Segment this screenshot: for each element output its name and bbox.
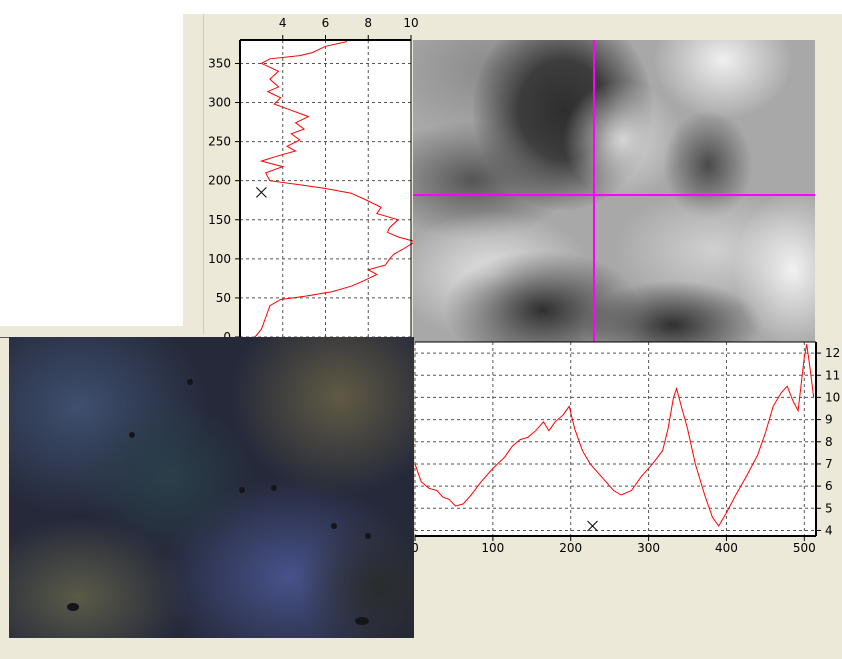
horizontal-profile-tick-label-y: 5 <box>825 501 833 515</box>
vertical-profile-tick-label-y: 350 <box>208 56 231 70</box>
horizontal-profile-tick-label-x: 0 <box>411 541 419 555</box>
horizontal-profile-chart: 0 100 200 300 400 500 4 5 6 7 8 9 10 11 12 <box>411 341 840 555</box>
horizontal-profile-tick-label-y: 6 <box>825 479 833 493</box>
horizontal-profile-tick-label-x: 100 <box>481 541 504 555</box>
vertical-profile-tick-label-y: 300 <box>208 96 231 110</box>
horizontal-profile-tick-label-x: 300 <box>637 541 660 555</box>
vertical-profile-chart: 46810050100150200250300350 <box>208 16 419 344</box>
crosshair-vertical <box>593 40 595 342</box>
horizontal-profile-tick-label-y: 4 <box>825 523 833 537</box>
vertical-profile-line <box>254 41 417 338</box>
sample-photo[interactable] <box>9 337 414 638</box>
horizontal-profile-line <box>414 344 815 527</box>
horizontal-profile-tick-label-y: 9 <box>825 413 833 427</box>
horizontal-profile-marker-stroke-2 <box>587 520 598 532</box>
horizontal-profile-tick-label-y: 12 <box>825 346 840 360</box>
vertical-profile-tick-label-y: 150 <box>208 213 231 227</box>
horizontal-profile-tick-label-y: 8 <box>825 435 833 449</box>
vertical-profile-tick-label-x: 6 <box>322 16 330 30</box>
horizontal-profile-tick-label-y: 10 <box>825 390 840 404</box>
vertical-profile-tick-label-x: 4 <box>279 16 287 30</box>
vertical-profile-marker-stroke-2 <box>256 187 267 198</box>
vertical-profile-marker-x <box>256 187 267 198</box>
vertical-profile-tick-label-y: 100 <box>208 252 231 266</box>
vertical-profile-tick-label-y: 200 <box>208 174 231 188</box>
crosshair-horizontal <box>413 194 815 196</box>
horizontal-profile-marker-x <box>587 520 598 532</box>
vertical-profile-ticks: 46810050100150200250300350 <box>208 16 419 344</box>
panel-splitter[interactable] <box>203 14 204 334</box>
horizontal-profile-ticks: 0 100 200 300 400 500 4 5 6 7 8 9 10 11 12 <box>411 346 840 555</box>
vertical-profile-tick-label-x: 8 <box>364 16 372 30</box>
horizontal-profile-grid <box>414 342 816 536</box>
horizontal-profile-tick-label-x: 200 <box>559 541 582 555</box>
height-map-image[interactable] <box>413 40 815 342</box>
horizontal-profile-tick-label-x: 500 <box>793 541 816 555</box>
panel-separator-mark <box>0 337 9 338</box>
horizontal-profile-tick-label-y: 11 <box>825 368 840 382</box>
horizontal-profile-plot-area <box>415 342 815 536</box>
vertical-profile-tick-label-x: 10 <box>403 16 418 30</box>
horizontal-profile-tick-label-y: 7 <box>825 457 833 471</box>
horizontal-profile-tick-label-x: 400 <box>715 541 738 555</box>
vertical-profile-tick-label-y: 250 <box>208 135 231 149</box>
vertical-profile-tick-label-y: 50 <box>216 291 231 305</box>
